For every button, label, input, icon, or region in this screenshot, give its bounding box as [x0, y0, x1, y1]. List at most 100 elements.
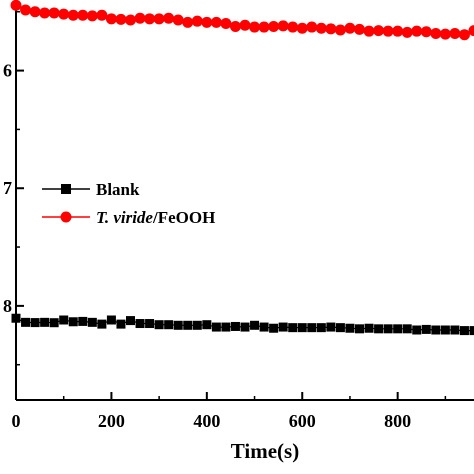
data-point-tviride — [277, 20, 289, 32]
data-point-blank — [59, 315, 69, 325]
data-point-tviride — [439, 28, 451, 40]
data-point-tviride — [354, 23, 365, 35]
data-point-tviride — [48, 7, 60, 19]
data-point-blank — [183, 320, 193, 330]
data-point-tviride — [163, 12, 175, 24]
legend-marker-tviride — [60, 211, 72, 223]
x-tick-label: 200 — [98, 411, 125, 431]
data-point-tviride — [373, 25, 385, 37]
data-point-blank — [364, 323, 374, 333]
data-point-tviride — [306, 21, 318, 33]
legend-label-tviride: T. viride/FeOOH — [96, 208, 215, 227]
legend: Blank T. viride/FeOOH — [42, 180, 215, 227]
x-tick-label: 400 — [193, 411, 220, 431]
data-point-blank — [316, 323, 326, 333]
data-point-tviride — [382, 25, 394, 37]
data-point-tviride — [77, 9, 89, 21]
data-point-tviride — [468, 25, 474, 37]
data-point-blank — [421, 324, 431, 334]
data-point-blank — [97, 319, 107, 329]
data-point-tviride — [411, 25, 423, 37]
data-point-tviride — [325, 23, 337, 35]
data-point-blank — [383, 324, 393, 334]
data-point-tviride — [268, 20, 280, 32]
data-point-blank — [307, 323, 317, 333]
data-point-blank — [30, 318, 40, 328]
data-point-blank — [259, 322, 269, 332]
data-point-tviride — [39, 7, 51, 19]
data-point-blank — [154, 320, 164, 330]
y-tick-label: 7 — [3, 178, 12, 198]
data-point-blank — [469, 326, 474, 336]
y-tick-label: 8 — [3, 296, 12, 316]
data-point-tviride — [392, 25, 404, 37]
data-point-tviride — [201, 16, 213, 28]
data-point-tviride — [115, 13, 127, 25]
data-point-blank — [412, 325, 422, 335]
data-point-tviride — [239, 19, 251, 31]
data-point-tviride — [10, 0, 22, 11]
data-point-tviride — [20, 4, 32, 16]
data-point-blank — [87, 317, 97, 327]
data-point-tviride — [458, 29, 470, 41]
legend-label-tviride-rest: /FeOOH — [152, 208, 215, 227]
data-point-blank — [49, 318, 59, 328]
data-point-tviride — [249, 21, 261, 33]
legend-entry-tviride: T. viride/FeOOH — [42, 208, 215, 227]
data-point-blank — [250, 320, 260, 330]
x-axis-label: Time(s) — [231, 439, 299, 463]
data-point-blank — [335, 323, 345, 333]
x-tick-label: 0 — [12, 411, 21, 431]
data-point-tviride — [363, 25, 375, 37]
data-point-tviride — [58, 8, 70, 20]
data-point-tviride — [229, 20, 241, 32]
data-point-blank — [240, 322, 250, 332]
data-point-blank — [431, 325, 441, 335]
data-point-blank — [135, 319, 145, 329]
data-point-tviride — [258, 21, 270, 33]
data-point-blank — [402, 324, 412, 334]
data-point-tviride — [105, 13, 117, 25]
legend-marker-blank — [61, 184, 71, 194]
data-point-tviride — [144, 13, 156, 25]
data-point-tviride — [191, 15, 203, 27]
data-point-blank — [106, 315, 116, 325]
data-point-blank — [269, 323, 279, 333]
data-point-tviride — [334, 24, 346, 36]
data-point-tviride — [96, 9, 108, 21]
data-point-tviride — [153, 13, 165, 25]
data-point-blank — [11, 313, 21, 323]
data-point-blank — [126, 316, 135, 326]
data-point-tviride — [182, 16, 194, 28]
data-point-blank — [345, 323, 355, 333]
data-point-tviride — [125, 14, 136, 26]
data-point-blank — [326, 322, 336, 332]
legend-entry-blank: Blank — [42, 180, 140, 199]
data-point-blank — [374, 324, 384, 334]
data-point-tviride — [449, 28, 461, 40]
plot-area: 0 200 400 600 800 6 7 8 — [3, 0, 474, 431]
data-point-tviride — [344, 22, 356, 34]
data-point-blank — [211, 322, 221, 332]
data-point-blank — [278, 322, 288, 332]
data-point-blank — [21, 317, 31, 327]
data-point-tviride — [420, 26, 432, 38]
y-tick-label: 6 — [3, 61, 12, 81]
data-point-tviride — [172, 14, 184, 26]
data-point-blank — [68, 317, 78, 327]
x-tick-label: 800 — [384, 411, 411, 431]
data-point-blank — [78, 316, 88, 326]
data-point-tviride — [430, 28, 442, 40]
data-point-blank — [221, 322, 231, 332]
data-point-blank — [202, 320, 212, 330]
x-tick-label: 600 — [289, 411, 316, 431]
data-point-tviride — [29, 6, 41, 18]
data-point-blank — [230, 321, 240, 331]
legend-label-tviride-italic: T. viride — [96, 208, 153, 227]
data-point-blank — [145, 319, 155, 329]
data-point-tviride — [287, 21, 299, 33]
data-point-blank — [164, 320, 174, 330]
data-point-blank — [459, 326, 469, 336]
legend-label-blank: Blank — [96, 180, 140, 199]
